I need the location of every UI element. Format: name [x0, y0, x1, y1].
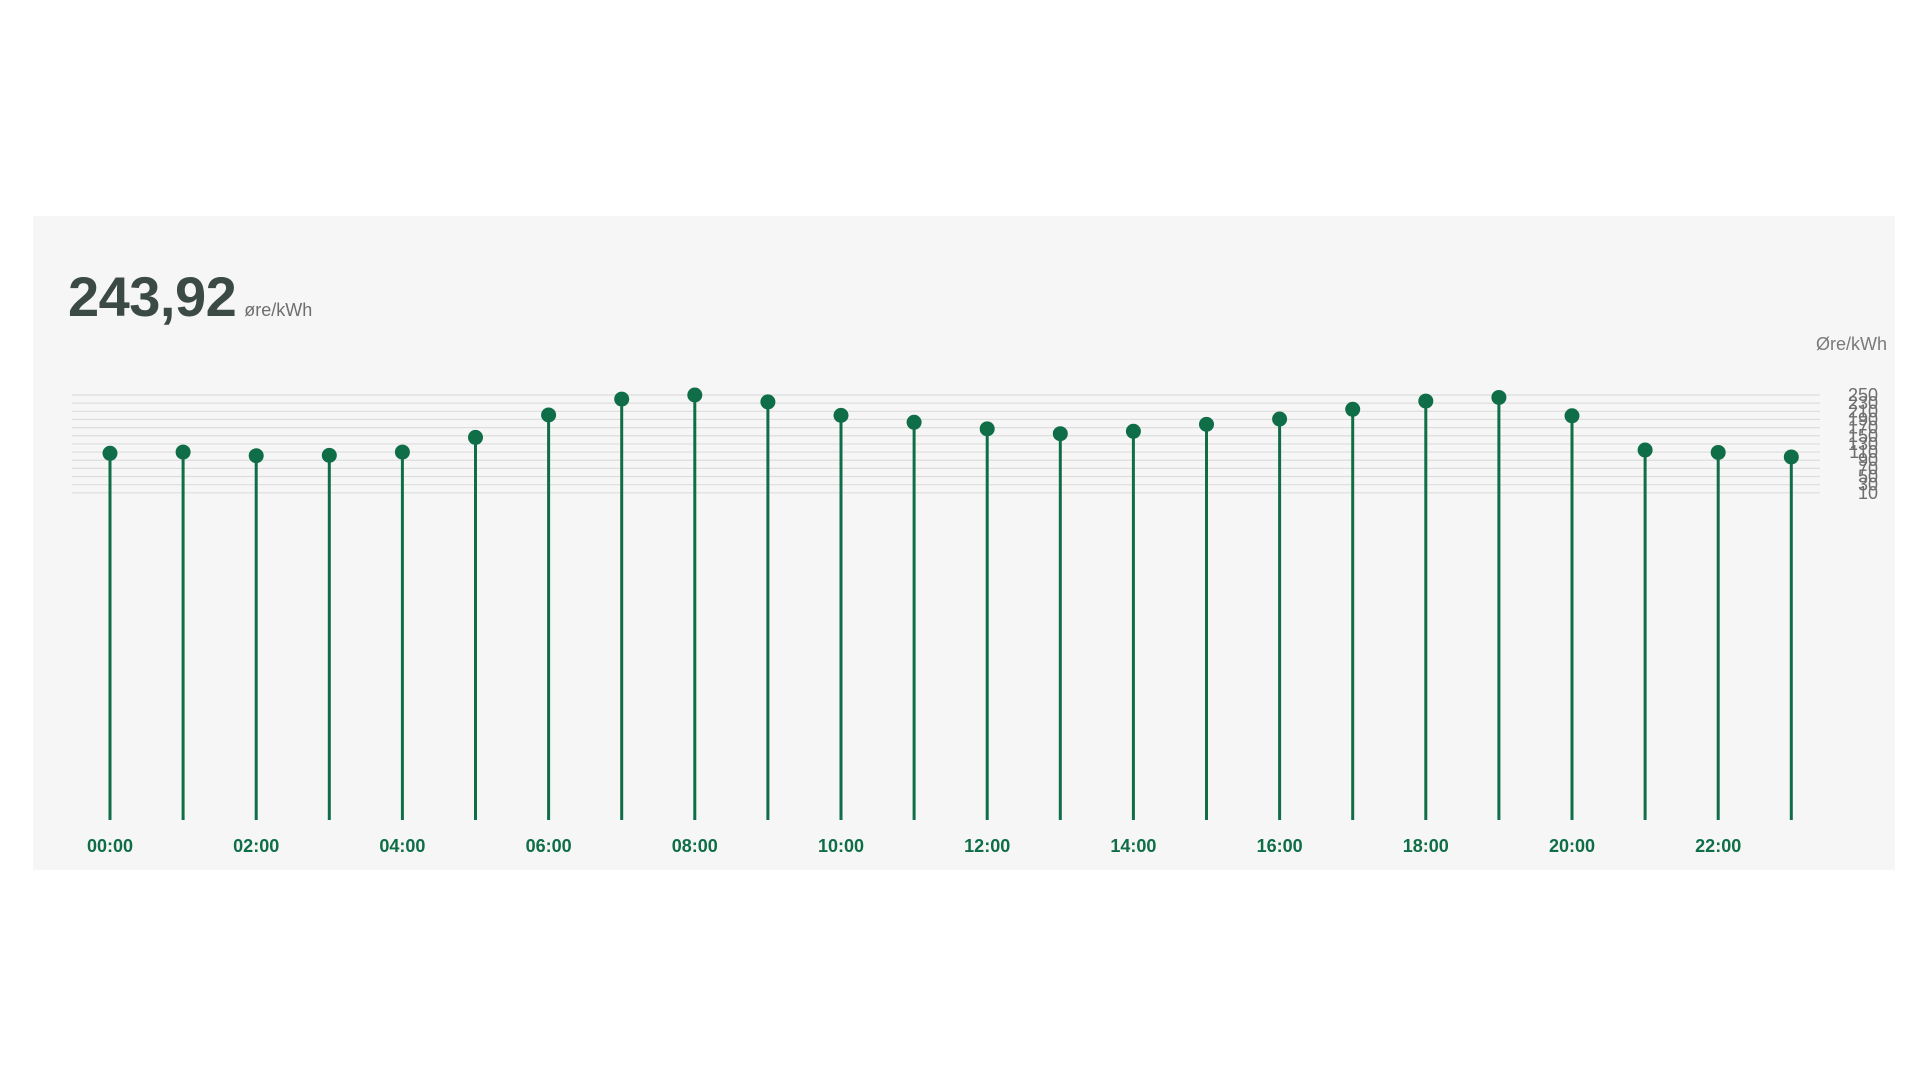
data-point[interactable] [541, 407, 557, 423]
x-tick-label: 14:00 [1110, 836, 1156, 856]
data-point[interactable] [1125, 423, 1141, 439]
x-tick-label: 02:00 [233, 836, 279, 856]
x-tick-label: 08:00 [672, 836, 718, 856]
x-tick-label: 18:00 [1403, 836, 1449, 856]
y-tick-label: 70 [1858, 458, 1878, 478]
y-tick-label: 190 [1848, 409, 1878, 429]
x-tick-label: 20:00 [1549, 836, 1595, 856]
y-tick-label: 170 [1848, 418, 1878, 438]
data-point[interactable] [979, 421, 995, 437]
data-point[interactable] [687, 387, 703, 403]
data-point[interactable] [175, 444, 191, 460]
y-tick-label: 230 [1848, 393, 1878, 413]
data-point[interactable] [468, 429, 483, 445]
data-point[interactable] [1491, 389, 1507, 405]
data-point[interactable] [1710, 444, 1726, 460]
x-tick-label: 10:00 [818, 836, 864, 856]
data-point[interactable] [102, 445, 118, 461]
y-tick-label: 10 [1858, 483, 1878, 503]
data-point[interactable] [394, 444, 410, 460]
data-point[interactable] [1052, 426, 1068, 442]
stems [102, 387, 1799, 820]
data-point[interactable] [1199, 416, 1214, 432]
y-tick-label: 250 [1848, 385, 1878, 405]
y-tick-label: 150 [1848, 426, 1878, 446]
chart-panel [33, 216, 1895, 870]
data-point[interactable] [906, 414, 922, 430]
x-tick-label: 22:00 [1695, 836, 1741, 856]
x-tick-label: 00:00 [87, 836, 133, 856]
data-point[interactable] [1783, 449, 1799, 465]
x-tick-label: 06:00 [526, 836, 572, 856]
data-point[interactable] [248, 448, 264, 464]
data-point[interactable] [833, 407, 849, 423]
y-tick-label: 110 [1849, 442, 1878, 462]
x-tick-label: 16:00 [1257, 836, 1303, 856]
current-price-unit: øre/kWh [244, 300, 313, 320]
y-tick-label: 130 [1848, 434, 1878, 454]
y-tick-label: 30 [1858, 475, 1878, 495]
current-price-value: 243,92 [68, 265, 237, 328]
x-tick-labels: 00:00 02:00 04:00 06:00 08:00 10:00 12:00 14:00… [87, 836, 1741, 856]
data-point[interactable] [1272, 411, 1288, 427]
data-point[interactable] [1637, 442, 1653, 458]
data-point[interactable] [614, 391, 630, 407]
data-point[interactable] [1564, 408, 1580, 424]
grid-lines [72, 394, 1820, 494]
data-point[interactable] [760, 394, 776, 410]
x-tick-label: 12:00 [964, 836, 1010, 856]
price-headline: 243,92 øre/kWh [68, 264, 312, 329]
y-axis-unit-label: Øre/kWh [1815, 334, 1887, 354]
y-tick-label: 210 [1848, 401, 1878, 421]
data-point[interactable] [1345, 401, 1361, 417]
x-tick-label: 04:00 [379, 836, 425, 856]
data-point[interactable] [321, 447, 337, 463]
y-tick-label: 50 [1858, 467, 1878, 487]
data-point[interactable] [1418, 393, 1434, 409]
y-tick-label: 90 [1858, 450, 1878, 470]
